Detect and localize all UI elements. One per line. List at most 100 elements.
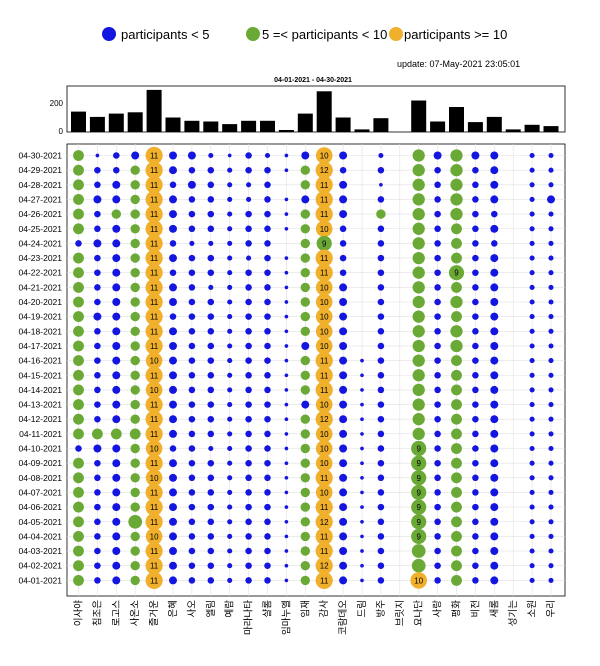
bubble: [145, 161, 163, 179]
bubble: [187, 151, 196, 160]
bubble: [227, 240, 233, 246]
group-label: 성기는: [508, 600, 519, 626]
bubble: [377, 166, 385, 174]
bubble: [73, 428, 84, 440]
bubble: [377, 415, 385, 423]
bubble: [207, 225, 215, 233]
bubble: [227, 519, 233, 525]
bubble: [360, 534, 364, 539]
date-label: 04-19-2021: [19, 312, 63, 322]
bubble: [130, 311, 140, 322]
bubble: [112, 532, 121, 541]
bar: [449, 107, 464, 132]
bubble: [360, 563, 364, 568]
bubble: [145, 571, 163, 590]
bubble: [490, 166, 499, 175]
bubble: [434, 547, 441, 555]
bubble: [264, 284, 271, 291]
bubble: [91, 428, 103, 440]
bubble: [73, 223, 84, 235]
bubble-value-label: 11: [320, 254, 329, 263]
date-axis-labels: 04-30-2021 04-29-2021 04-28-2021 04-27-2021…: [19, 151, 63, 586]
group-label: 엘림: [205, 600, 217, 617]
group-label: 샬롬: [263, 600, 274, 618]
group-axis-labels: 이사야 침조은 로고스 사온소 즐거운 은혜 사오 엘림 예람 마라나타 샬롬 임마누엘 임재 감사 코람데…: [74, 600, 558, 635]
bubble-value-label: 11: [320, 532, 329, 541]
bubble: [169, 473, 177, 482]
bubble: [113, 166, 120, 174]
bubble: [315, 440, 333, 457]
bubble-value-label: 11: [150, 576, 159, 585]
bubble: [264, 547, 271, 555]
bubble: [451, 530, 462, 542]
bubble: [284, 212, 289, 216]
date-label: 04-24-2021: [19, 238, 63, 248]
bubble: [94, 415, 101, 423]
bubble: [529, 284, 535, 290]
bubble: [130, 443, 140, 454]
bar: [335, 117, 351, 132]
bubble: [284, 256, 289, 260]
bubble: [490, 327, 499, 336]
bubble-value-label: 11: [320, 269, 329, 278]
bubble: [377, 533, 385, 540]
bubble-value-label: 12: [320, 518, 329, 527]
bubble: [300, 282, 310, 293]
bubble-value-label: 11: [150, 195, 159, 204]
group-label: 침조은: [92, 600, 103, 626]
bubble: [411, 544, 426, 558]
bubble: [169, 547, 177, 555]
bubble: [246, 182, 252, 188]
bubble: [245, 445, 252, 452]
bubble: [300, 238, 310, 249]
bubble: [245, 533, 252, 540]
bubble: [434, 357, 441, 364]
bubble: [188, 445, 196, 452]
bubble-value-label: 9: [322, 239, 327, 248]
date-label: 04-07-2021: [19, 487, 63, 497]
legend-label-large: participants >= 10: [404, 27, 507, 42]
bubble: [264, 562, 271, 569]
bubble: [73, 369, 84, 381]
bubble: [300, 458, 310, 468]
bubble: [412, 251, 425, 265]
bubble: [73, 179, 84, 191]
bubble: [73, 486, 84, 498]
bar: [165, 117, 181, 132]
bubble: [169, 327, 177, 336]
bubble: [472, 445, 479, 452]
bubble: [284, 226, 289, 231]
bubble: [529, 343, 535, 349]
bubble-value-label: 11: [150, 562, 159, 571]
bubble: [339, 503, 348, 512]
bubble: [94, 474, 101, 482]
bubble: [169, 532, 177, 541]
bubble: [490, 254, 499, 263]
bubble: [529, 519, 535, 525]
bar: [146, 89, 162, 132]
bubble-value-label: 10: [150, 445, 159, 454]
bubble: [245, 415, 252, 423]
bubble: [207, 474, 215, 482]
bubble: [412, 325, 425, 338]
bubble: [284, 549, 289, 553]
bubble: [451, 443, 462, 454]
bubble: [245, 577, 252, 584]
bubble: [188, 225, 196, 233]
bubble-value-label: 11: [150, 459, 159, 468]
bubble: [339, 195, 348, 204]
bubble: [207, 298, 215, 306]
bubble: [94, 254, 101, 262]
bubble: [227, 167, 233, 173]
bubble: [169, 429, 177, 438]
bubble: [547, 195, 555, 204]
bubble: [73, 252, 84, 264]
bubble: [188, 328, 196, 335]
bubble: [339, 240, 347, 247]
bubble: [434, 489, 441, 496]
bubble: [339, 576, 348, 585]
bubble: [227, 358, 233, 364]
date-label: 04-28-2021: [19, 180, 63, 190]
bubble: [434, 196, 441, 203]
bubble: [284, 197, 289, 202]
